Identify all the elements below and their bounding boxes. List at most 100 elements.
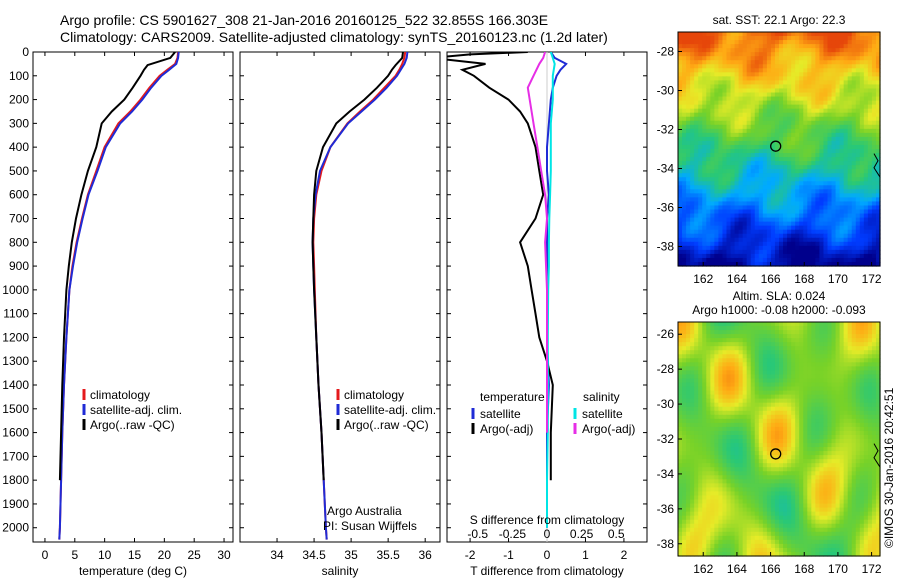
map-cell <box>807 459 812 464</box>
map-cell <box>823 136 829 142</box>
map-cell <box>803 334 808 339</box>
map-cell <box>766 394 772 400</box>
map-cell <box>791 241 796 247</box>
map-cell <box>722 40 728 45</box>
map-cell <box>722 386 728 392</box>
x-tick-label-top: -0.25 <box>499 527 527 541</box>
map-cell <box>811 342 816 347</box>
map-cell <box>758 257 764 263</box>
map-cell <box>690 88 695 94</box>
map-cell <box>774 132 780 138</box>
map-cell <box>706 346 711 351</box>
map-cell <box>758 92 764 98</box>
map-cell <box>875 181 881 186</box>
map-cell <box>730 112 736 118</box>
map-cell <box>706 434 711 440</box>
map-cell <box>819 209 825 215</box>
map-cell <box>714 48 719 53</box>
map-cell <box>827 56 833 61</box>
map-cell <box>706 350 711 355</box>
map-cell <box>678 157 683 162</box>
map-cell <box>843 104 849 110</box>
map-cell <box>722 398 728 404</box>
map-cell <box>714 451 719 456</box>
map-cell <box>863 173 869 178</box>
map-cell <box>787 52 792 57</box>
map-cell <box>770 64 776 69</box>
map-cell <box>726 426 732 432</box>
map-cell <box>698 181 703 186</box>
map-cell <box>750 197 756 203</box>
map-cell <box>875 169 881 174</box>
map-cell <box>867 330 873 335</box>
map-cell <box>799 257 804 263</box>
map-cell <box>766 225 772 231</box>
map-cell <box>855 362 861 367</box>
map-cell <box>722 370 728 376</box>
map-cell <box>714 96 719 102</box>
map-cell <box>770 193 776 199</box>
map-cell <box>791 104 796 110</box>
map-cell <box>746 157 752 162</box>
map-cell <box>831 225 837 231</box>
map-cell <box>799 193 804 199</box>
map-cell <box>734 410 740 416</box>
map-cell <box>875 386 881 392</box>
map-cell <box>831 330 837 335</box>
map-cell <box>863 350 869 355</box>
map-cell <box>847 245 853 251</box>
map-cell <box>847 362 853 367</box>
map-cell <box>863 136 869 142</box>
map-cell <box>827 104 833 110</box>
map-cell <box>714 36 719 41</box>
map-cell <box>758 153 764 158</box>
map-cell <box>835 253 841 259</box>
map-cell <box>867 455 873 460</box>
map-cell <box>742 205 748 211</box>
map-cell <box>819 72 825 77</box>
map-cell <box>807 414 812 420</box>
map-cell <box>839 128 845 134</box>
map-cell <box>754 439 760 444</box>
map-cell <box>811 253 816 259</box>
map-cell <box>682 157 687 162</box>
map-cell <box>718 426 724 432</box>
map-cell <box>734 434 740 440</box>
map-cell <box>758 390 764 396</box>
map-cell <box>791 237 796 243</box>
map-cell <box>827 342 833 347</box>
map-cell <box>714 185 719 190</box>
map-cell <box>839 406 845 412</box>
map-cell <box>867 149 873 154</box>
map-cell <box>770 354 776 359</box>
map-cell <box>831 72 837 77</box>
map-cell <box>787 443 792 448</box>
map-cell <box>795 362 800 367</box>
map-cell <box>714 217 719 223</box>
map-cell <box>863 430 869 436</box>
map-cell <box>698 88 703 94</box>
map-cell <box>831 362 837 367</box>
map-cell <box>859 177 865 182</box>
map-cell <box>754 221 760 227</box>
map-cell <box>831 245 837 251</box>
map-cell <box>738 346 744 351</box>
map-cell <box>738 422 744 428</box>
map-cell <box>690 60 695 65</box>
map-cell <box>730 96 736 102</box>
map-cell <box>714 439 719 444</box>
map-cell <box>863 193 869 199</box>
map-cell <box>843 257 849 263</box>
map-cell <box>718 225 724 231</box>
map-cell <box>750 76 756 82</box>
map-cell <box>791 197 796 203</box>
map-cell <box>835 386 841 392</box>
map-cell <box>847 132 853 138</box>
map-cell <box>843 36 849 41</box>
map-cell <box>843 209 849 215</box>
map-cell <box>819 326 825 331</box>
map-cell <box>730 132 736 138</box>
map-cell <box>807 394 812 400</box>
map-cell <box>823 237 829 243</box>
map-cell <box>835 350 841 355</box>
